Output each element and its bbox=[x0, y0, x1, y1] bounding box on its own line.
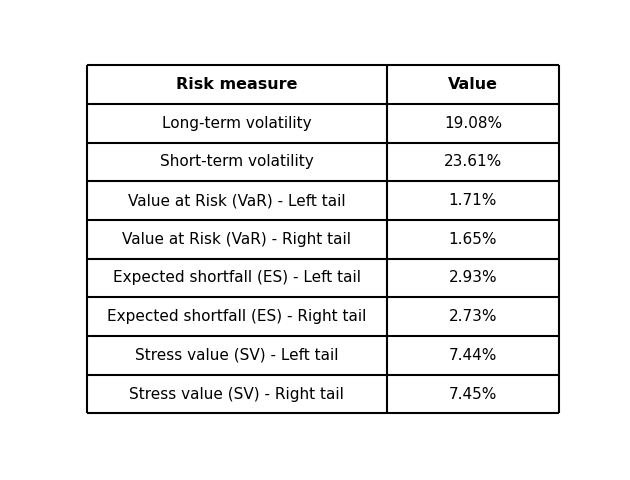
Text: Expected shortfall (ES) - Left tail: Expected shortfall (ES) - Left tail bbox=[113, 271, 360, 286]
Text: Long-term volatility: Long-term volatility bbox=[162, 116, 311, 131]
Text: 7.44%: 7.44% bbox=[449, 348, 497, 363]
Text: 19.08%: 19.08% bbox=[444, 116, 502, 131]
Text: 23.61%: 23.61% bbox=[444, 155, 502, 169]
Text: Stress value (SV) - Right tail: Stress value (SV) - Right tail bbox=[129, 386, 344, 401]
Text: 1.65%: 1.65% bbox=[449, 232, 497, 247]
Text: Expected shortfall (ES) - Right tail: Expected shortfall (ES) - Right tail bbox=[107, 309, 366, 324]
Text: Risk measure: Risk measure bbox=[176, 77, 297, 92]
Text: Value at Risk (VaR) - Left tail: Value at Risk (VaR) - Left tail bbox=[128, 193, 345, 208]
Text: 1.71%: 1.71% bbox=[449, 193, 497, 208]
Text: Value: Value bbox=[448, 77, 498, 92]
Text: Stress value (SV) - Left tail: Stress value (SV) - Left tail bbox=[135, 348, 338, 363]
Text: Short-term volatility: Short-term volatility bbox=[160, 155, 314, 169]
Text: 2.73%: 2.73% bbox=[449, 309, 497, 324]
Text: Value at Risk (VaR) - Right tail: Value at Risk (VaR) - Right tail bbox=[122, 232, 351, 247]
Text: 2.93%: 2.93% bbox=[449, 271, 497, 286]
Text: 7.45%: 7.45% bbox=[449, 386, 497, 401]
